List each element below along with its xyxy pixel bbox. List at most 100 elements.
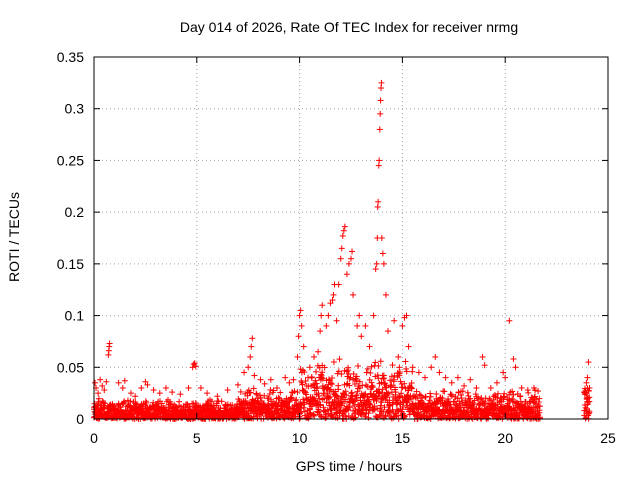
data-point-dense xyxy=(368,363,375,370)
data-point-dense xyxy=(253,390,260,397)
data-point-dense xyxy=(256,392,263,399)
data-point xyxy=(204,390,211,397)
data-point xyxy=(399,322,406,329)
data-point-dense xyxy=(403,365,410,372)
data-point-dense xyxy=(327,380,334,387)
data-point xyxy=(338,245,345,252)
data-point xyxy=(584,374,591,381)
data-point xyxy=(249,335,256,342)
data-point-dense xyxy=(373,397,380,404)
data-point-dense xyxy=(102,400,109,407)
data-point-dense xyxy=(311,412,318,419)
data-point xyxy=(385,328,392,335)
data-point-dense xyxy=(299,381,306,388)
data-point xyxy=(415,369,422,376)
data-point-dense xyxy=(396,369,403,376)
data-point xyxy=(298,322,305,329)
data-point-dense xyxy=(120,399,127,406)
data-point-dense xyxy=(288,394,295,401)
data-point-dense xyxy=(385,401,392,408)
data-point xyxy=(106,340,113,347)
data-point-dense xyxy=(330,359,337,366)
data-point xyxy=(97,376,104,383)
data-point-dense xyxy=(329,374,336,381)
data-point-dense xyxy=(401,380,408,387)
data-point-dense xyxy=(245,410,252,417)
data-point xyxy=(372,266,379,273)
data-point-dense xyxy=(250,385,257,392)
data-point-dense xyxy=(350,398,357,405)
data-point xyxy=(138,384,145,391)
data-point-dense xyxy=(330,402,337,409)
data-point-dense xyxy=(364,365,371,372)
data-point-dense xyxy=(301,369,308,376)
data-point xyxy=(348,255,354,262)
data-point xyxy=(375,198,382,205)
data-point xyxy=(121,377,128,384)
data-point xyxy=(177,391,184,398)
data-point xyxy=(99,382,106,389)
data-point-dense xyxy=(335,403,342,410)
data-point xyxy=(374,203,381,210)
data-point-dense xyxy=(287,395,294,402)
data-point-dense xyxy=(377,402,384,409)
data-point-dense xyxy=(348,389,355,396)
data-point xyxy=(128,390,135,397)
data-point xyxy=(376,126,383,133)
data-point-dense xyxy=(386,410,393,417)
data-point-dense xyxy=(380,375,387,382)
data-point-dense xyxy=(327,407,334,414)
data-points xyxy=(91,79,593,422)
data-point xyxy=(337,255,344,262)
data-point-dense xyxy=(313,368,320,375)
data-point xyxy=(382,291,389,298)
data-point xyxy=(358,333,365,340)
data-point-dense xyxy=(324,384,331,391)
data-point xyxy=(583,379,590,386)
data-point-dense xyxy=(185,406,192,413)
data-point xyxy=(156,390,163,397)
data-point xyxy=(422,374,429,381)
data-point-dense xyxy=(317,401,324,408)
data-point-dense xyxy=(338,400,345,407)
data-point xyxy=(317,328,324,335)
data-point-dense xyxy=(346,382,353,389)
data-point-dense xyxy=(308,374,315,381)
data-point xyxy=(377,97,384,104)
data-point-dense xyxy=(396,393,403,400)
data-point xyxy=(327,300,334,307)
data-point-dense xyxy=(210,402,217,409)
data-point xyxy=(191,360,198,367)
data-point xyxy=(115,379,122,386)
data-point-dense xyxy=(168,400,175,407)
y-axis-label: ROTI / TECUs xyxy=(6,192,22,282)
data-point-dense xyxy=(229,402,236,409)
data-point xyxy=(150,387,157,394)
data-point xyxy=(273,384,280,391)
data-point-dense xyxy=(297,405,304,412)
data-point xyxy=(376,157,383,164)
data-point-dense xyxy=(145,409,152,416)
data-point xyxy=(378,235,385,241)
data-point xyxy=(247,353,254,360)
data-point-dense xyxy=(318,372,325,379)
data-point xyxy=(189,364,196,371)
data-point xyxy=(473,384,480,391)
data-point-dense xyxy=(335,386,342,393)
data-point-dense xyxy=(386,397,393,404)
data-point xyxy=(375,162,382,169)
data-point-dense xyxy=(382,413,389,420)
data-point-dense xyxy=(326,376,333,383)
data-point xyxy=(329,297,336,304)
data-point-dense xyxy=(333,392,340,399)
data-point xyxy=(325,312,332,319)
data-point-dense xyxy=(346,375,353,382)
data-point xyxy=(335,281,342,288)
data-point-dense xyxy=(291,388,298,395)
data-point xyxy=(333,317,340,324)
data-point-dense xyxy=(338,371,345,378)
data-point xyxy=(286,379,293,386)
data-point-dense xyxy=(319,369,326,376)
data-point-dense xyxy=(351,381,358,388)
data-point xyxy=(162,384,169,391)
